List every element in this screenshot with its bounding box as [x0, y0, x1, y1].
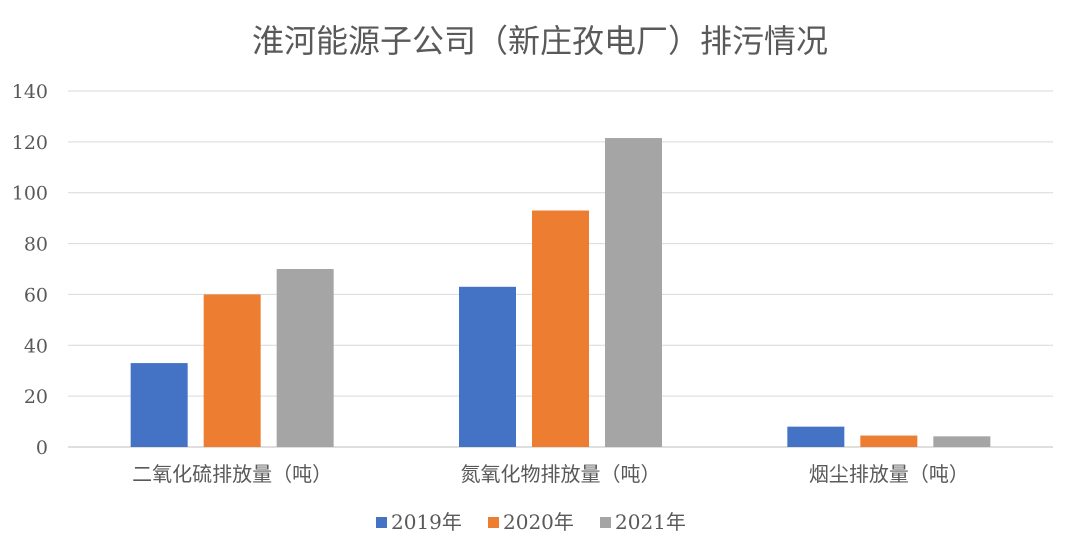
- x-category-label: 烟尘排放量（吨）: [809, 462, 969, 486]
- bar: [276, 269, 334, 447]
- y-tick-label: 0: [36, 437, 48, 459]
- x-axis-categories: 二氧化硫排放量（吨） 氮氧化物排放量（吨） 烟尘排放量（吨）: [132, 462, 969, 486]
- y-tick-label: 60: [24, 284, 48, 306]
- y-tick-label: 40: [24, 335, 48, 357]
- y-tick-label: 140: [12, 81, 48, 103]
- bar: [130, 363, 188, 447]
- legend-swatch: [488, 517, 499, 528]
- bar: [203, 294, 261, 447]
- legend-swatch: [600, 517, 611, 528]
- x-category-label: 氮氧化物排放量（吨）: [461, 462, 661, 486]
- y-tick-label: 100: [12, 183, 48, 205]
- y-axis-ticks: 0 20 40 60 80 100 120 140: [12, 81, 48, 459]
- legend-label: 2019年: [391, 510, 462, 534]
- legend-swatch: [376, 517, 387, 528]
- y-tick-label: 120: [12, 132, 48, 154]
- y-tick-label: 80: [24, 234, 48, 256]
- legend: 2019年 2020年 2021年: [376, 510, 686, 534]
- bar: [787, 426, 845, 447]
- y-tick-label: 20: [24, 386, 48, 408]
- bars: [130, 138, 991, 448]
- legend-label: 2020年: [503, 510, 574, 534]
- chart-title: 淮河能源子公司（新庄孜电厂）排污情况: [252, 22, 828, 60]
- x-category-label: 二氧化硫排放量（吨）: [132, 462, 332, 486]
- legend-label: 2021年: [615, 510, 686, 534]
- bar: [605, 138, 662, 448]
- bar: [933, 436, 991, 447]
- bar: [860, 435, 918, 447]
- bar: [459, 286, 516, 447]
- bar: [532, 210, 589, 447]
